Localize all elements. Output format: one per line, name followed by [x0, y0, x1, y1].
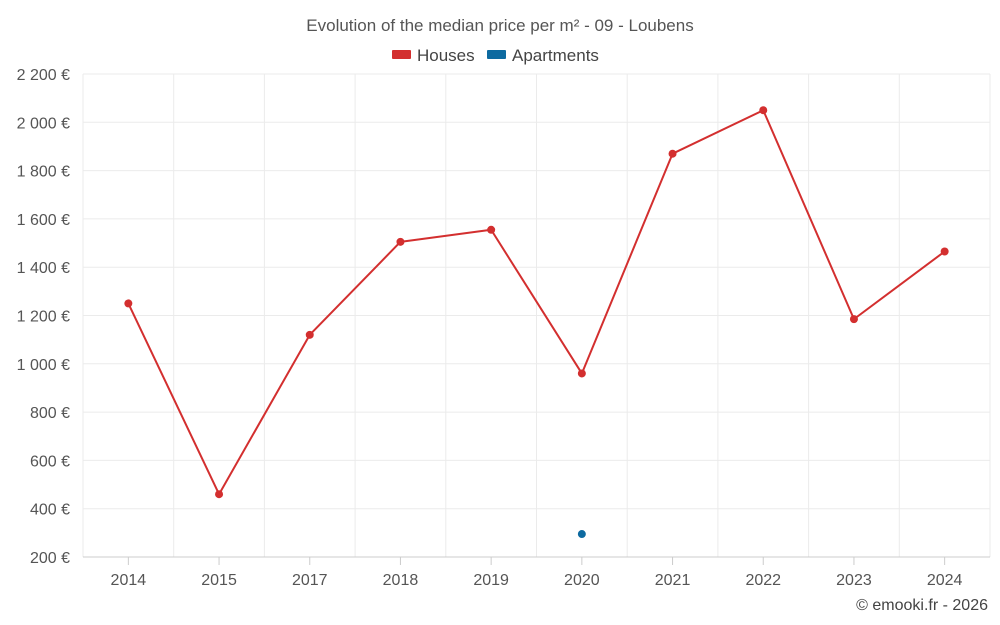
chart-title: Evolution of the median price per m² - 0…	[306, 16, 693, 35]
x-tick-label: 2014	[111, 572, 147, 589]
data-point-houses-2015[interactable]	[215, 490, 224, 499]
x-axis-ticks: 2014 2015 2017 2018 2019 2020 2021 2022 2023 2024	[111, 557, 963, 589]
x-tick-label: 2017	[292, 572, 328, 589]
series-line-houses	[127, 109, 946, 496]
x-tick-label: 2015	[201, 572, 237, 589]
y-tick-label: 600 €	[30, 453, 70, 470]
x-tick-label: 2020	[564, 572, 600, 589]
x-tick-label: 2021	[655, 572, 691, 589]
y-tick-label: 1 400 €	[17, 260, 70, 277]
legend-item-houses[interactable]: Houses	[392, 46, 475, 65]
y-tick-label: 400 €	[30, 502, 70, 519]
data-point-houses-2014[interactable]	[124, 299, 133, 308]
data-point-houses-2022[interactable]	[759, 106, 768, 115]
y-tick-label: 800 €	[30, 405, 70, 422]
data-point-houses-2021[interactable]	[668, 149, 677, 158]
x-tick-label: 2022	[745, 572, 781, 589]
data-point-houses-2023[interactable]	[849, 315, 858, 324]
y-tick-label: 2 000 €	[17, 115, 70, 132]
x-tick-label: 2018	[383, 572, 419, 589]
y-tick-label: 1 200 €	[17, 309, 70, 326]
y-axis-ticks: 200 € 400 € 600 € 800 € 1 000 € 1 200 € 1 400 …	[17, 67, 70, 567]
data-point-houses-2017[interactable]	[305, 330, 314, 339]
data-point-houses-2024[interactable]	[940, 247, 949, 256]
credit-text: © emooki.fr - 2026	[856, 597, 988, 614]
data-point-houses-2019[interactable]	[487, 225, 496, 234]
x-tick-label: 2024	[927, 572, 963, 589]
data-point-apartments-2020[interactable]	[577, 530, 586, 539]
legend-swatch-apartments	[487, 50, 506, 59]
legend-item-apartments[interactable]: Apartments	[487, 46, 599, 65]
y-tick-label: 200 €	[30, 550, 70, 567]
y-tick-label: 2 200 €	[17, 67, 70, 84]
series-apartments	[577, 530, 586, 539]
legend-label-apartments: Apartments	[512, 46, 599, 65]
legend: Houses Apartments	[392, 46, 599, 65]
x-tick-label: 2023	[836, 572, 872, 589]
legend-swatch-houses	[392, 50, 411, 59]
y-tick-label: 1 800 €	[17, 164, 70, 181]
y-tick-label: 1 600 €	[17, 212, 70, 229]
legend-label-houses: Houses	[417, 46, 475, 65]
data-point-houses-2020[interactable]	[577, 369, 586, 378]
data-point-houses-2018[interactable]	[396, 237, 405, 246]
series-houses	[124, 106, 949, 499]
y-tick-label: 1 000 €	[17, 357, 70, 374]
x-tick-label: 2019	[473, 572, 509, 589]
x-gridlines	[82, 74, 991, 557]
series-layer	[124, 106, 949, 539]
